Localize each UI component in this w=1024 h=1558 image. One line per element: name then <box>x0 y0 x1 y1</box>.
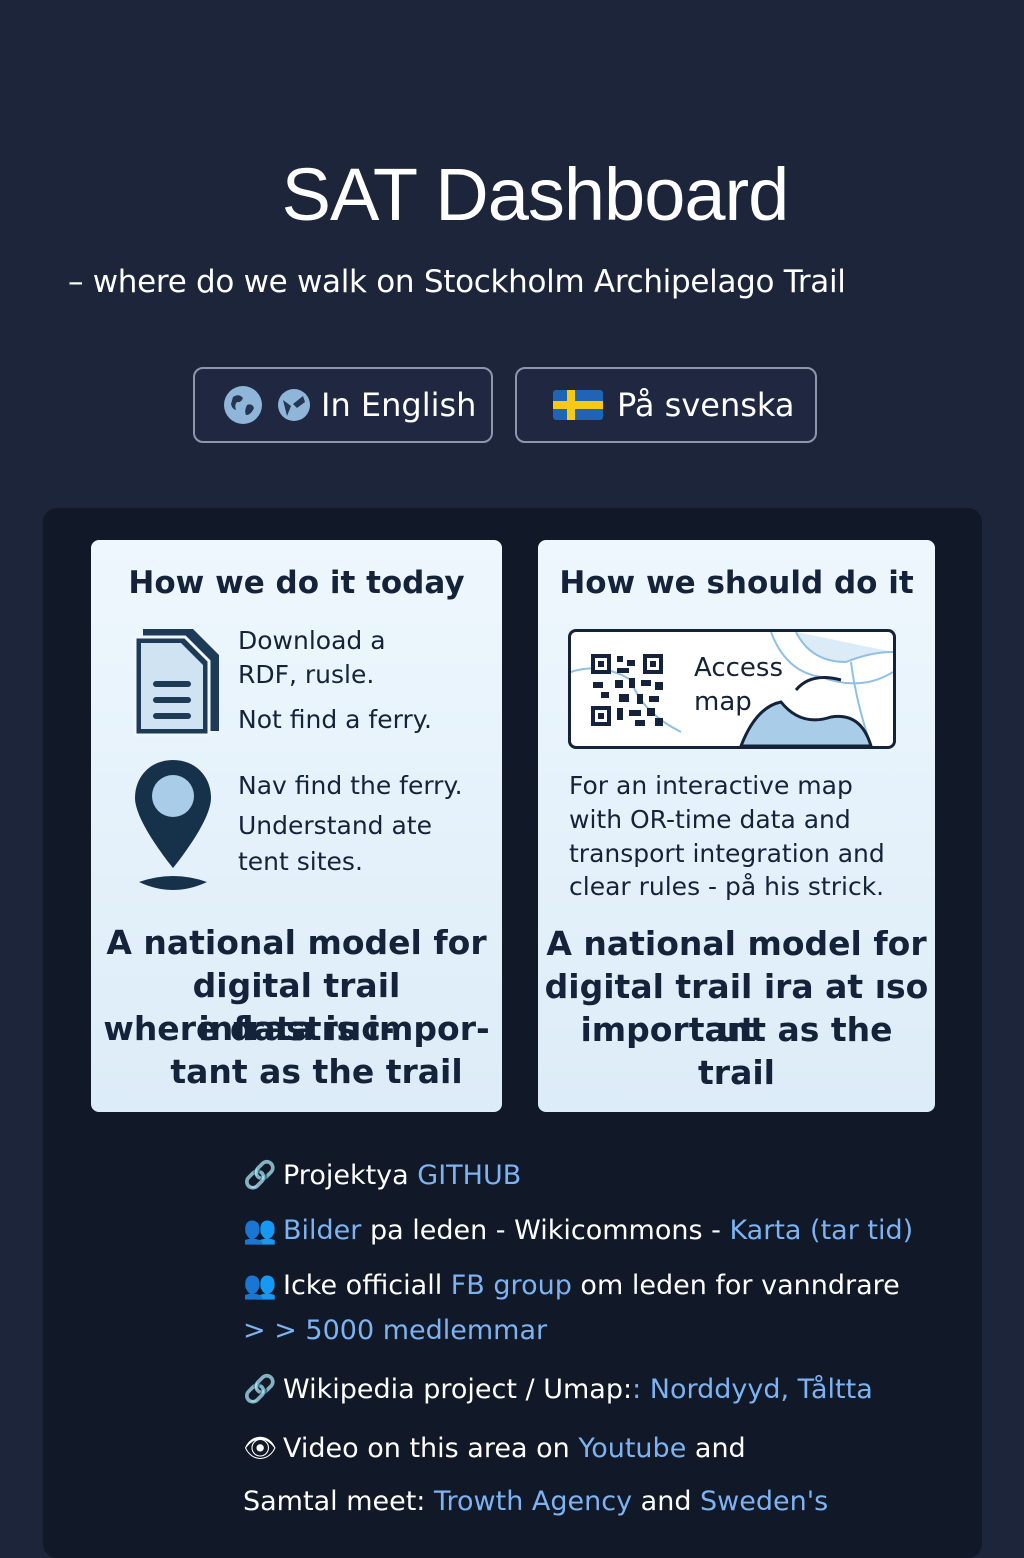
photos-text: pa leden - Wikicommons - <box>361 1215 730 1246</box>
github-prefix: Projektya <box>283 1160 418 1191</box>
fb-group-link[interactable]: FB group <box>450 1270 572 1301</box>
today-item2-line1: Nav find the ferry. <box>238 771 463 800</box>
today-statement-line4: tant as the trail <box>170 1052 463 1091</box>
video-prefix: Video on this area on <box>283 1433 579 1464</box>
today-item2-line2: Understand ate <box>238 811 432 840</box>
wiki-prefix: Wikipedia project / Umap: <box>283 1374 633 1405</box>
should-desc-line3: transport integration and <box>569 839 885 868</box>
location-pin-icon <box>135 760 211 890</box>
today-item1-line1: Download a <box>238 626 386 655</box>
access-map-preview[interactable]: Access map <box>568 629 896 749</box>
karta-link[interactable]: Karta (tar tid) <box>729 1215 914 1246</box>
samtal-line: Samtal meet: Trowth Agency and Sweden's <box>243 1486 828 1517</box>
members-line: > > 5000 medlemmar <box>243 1315 547 1346</box>
chain-link-icon: 🔗 <box>243 1374 277 1405</box>
video-suffix: and <box>686 1433 746 1464</box>
eye-icon: 👁 <box>243 1433 278 1464</box>
page-title: SAT Dashboard <box>281 153 790 236</box>
people-icon: 👥 <box>243 1215 277 1246</box>
today-statement-line2: digital trail infrastruc- <box>192 966 401 1048</box>
card-should-title: How we should do it <box>559 565 914 601</box>
document-icon <box>133 629 219 737</box>
page-subtitle: – where do we walk on Stockholm Archipel… <box>68 264 846 300</box>
globe-icon <box>224 386 262 424</box>
group-icon: 👥 <box>243 1270 277 1301</box>
card-should: How we should do it Access map For an in… <box>538 540 935 1112</box>
samtal-and: and <box>632 1486 701 1517</box>
should-statement-line1: A national model for <box>546 924 927 963</box>
today-statement-line1: A national model for <box>106 923 487 962</box>
today-statement-line3: where data is impor- <box>103 1009 490 1048</box>
fb-prefix: Icke officiall <box>283 1270 451 1301</box>
youtube-link[interactable]: Youtube <box>578 1433 687 1464</box>
photos-line: 👥 Bilder pa leden - Wikicommons - Karta (… <box>243 1214 913 1246</box>
map-label-line2: map <box>694 687 752 717</box>
card-today-title: How we do it today <box>128 565 465 601</box>
today-item2-line3: tent sites. <box>238 847 363 876</box>
github-line: 🔗 Projektya GITHUB <box>243 1159 521 1191</box>
english-button-label: In English <box>321 386 477 424</box>
today-item1-line3: Not find a ferry. <box>238 705 432 734</box>
should-desc-line1: For an interactive map <box>569 771 853 800</box>
video-line: 👁 Video on this area on Youtube and <box>243 1432 746 1464</box>
swedish-language-button[interactable]: På svenska <box>515 367 817 443</box>
should-desc-line4: clear rules - på his strick. <box>569 872 885 901</box>
fb-line: 👥 Icke officiall FB group om leden for va… <box>243 1269 900 1301</box>
english-language-button[interactable]: In English <box>193 367 493 443</box>
swedish-flag-icon <box>553 390 603 420</box>
map-label-line1: Access <box>694 653 784 683</box>
wiki-line: 🔗 Wikipedia project / Umap:: Norddyyd, Tå… <box>243 1373 873 1405</box>
qr-code-icon <box>591 654 663 726</box>
bilder-link[interactable]: Bilder <box>283 1215 362 1246</box>
should-statement-line3: important as the trail <box>580 1010 893 1092</box>
swedish-button-label: På svenska <box>617 386 795 424</box>
fb-suffix: om leden for vanndrare <box>571 1270 900 1301</box>
samtal-prefix: Samtal meet: <box>243 1486 434 1517</box>
umap-link[interactable]: : Norddyyd, Tåltta <box>632 1374 873 1405</box>
members-link[interactable]: > > 5000 medlemmar <box>243 1315 548 1346</box>
card-today: How we do it today Download a RDF, rusle… <box>91 540 502 1112</box>
globe-icon <box>278 389 310 421</box>
github-link[interactable]: GITHUB <box>417 1160 522 1191</box>
swedens-link[interactable]: Sweden's <box>700 1486 829 1517</box>
link-icon: 🔗 <box>243 1160 277 1191</box>
trowth-agency-link[interactable]: Trowth Agency <box>434 1486 633 1517</box>
should-statement-line2: digital trail ira at ıso ut <box>544 967 929 1049</box>
should-desc-line2: with OR-time data and <box>569 805 851 834</box>
today-item1-line2: RDF, rusle. <box>238 660 375 689</box>
